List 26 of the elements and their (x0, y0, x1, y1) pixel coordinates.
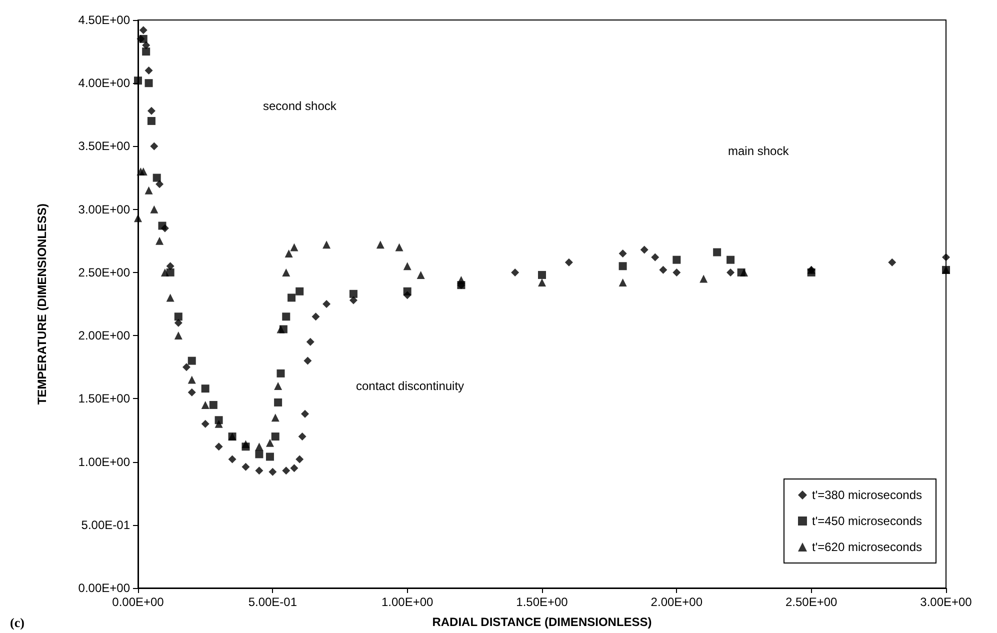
x-tick-label: 2.00E+00 (650, 595, 703, 609)
x-tick-label: 5.00E-01 (248, 595, 298, 609)
legend-label: t'=380 microseconds (812, 488, 922, 502)
legend-label: t'=620 microseconds (812, 540, 922, 554)
x-tick-label: 3.00E+00 (920, 595, 972, 609)
y-axis-title: TEMPERATURE (DIMENSIONLESS) (35, 203, 49, 405)
annotation: contact discontinuity (356, 379, 464, 393)
text: (c) (10, 615, 24, 630)
annotation: second shock (263, 99, 338, 113)
y-tick-label: 2.50E+00 (78, 265, 130, 280)
x-axis-title: RADIAL DISTANCE (DIMENSIONLESS) (432, 615, 652, 629)
x-tick-label: 0.00E+00 (112, 595, 164, 609)
y-tick-label: 1.00E+00 (78, 454, 130, 469)
y-tick-label: 3.00E+00 (78, 202, 130, 216)
x-tick-label: 1.50E+00 (516, 595, 568, 609)
y-tick-label: 1.50E+00 (78, 392, 130, 406)
x-tick-label: 1.00E+00 (381, 595, 434, 609)
annotation: main shock (728, 144, 790, 158)
y-tick-label: 2.00E+00 (78, 328, 130, 343)
y-tick-label: 0.00E+00 (78, 581, 130, 595)
x-tick-label: 2.50E+00 (785, 595, 838, 609)
legend-label: t'=450 microseconds (812, 514, 922, 528)
y-tick-label: 4.00E+00 (78, 76, 130, 90)
y-tick-label: 4.50E+00 (78, 13, 130, 27)
y-tick-label: 3.50E+00 (78, 139, 130, 154)
y-tick-label: 5.00E-01 (81, 518, 130, 532)
